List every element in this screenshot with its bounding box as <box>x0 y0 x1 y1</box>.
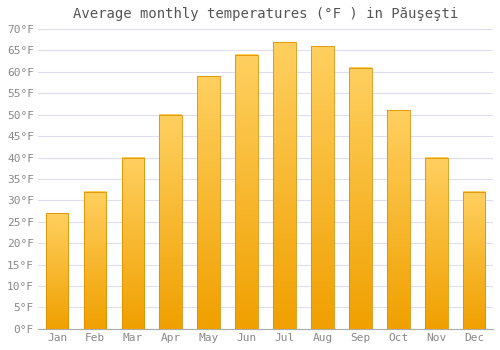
Bar <box>236 55 258 329</box>
Bar <box>122 158 144 329</box>
Bar <box>311 46 334 329</box>
Bar <box>273 42 296 329</box>
Bar <box>46 213 68 329</box>
Bar <box>462 192 485 329</box>
Bar <box>349 68 372 329</box>
Bar <box>425 158 448 329</box>
Bar <box>84 192 106 329</box>
Bar <box>160 115 182 329</box>
Title: Average monthly temperatures (°F ) in Păuşeşti: Average monthly temperatures (°F ) in Pă… <box>73 7 458 21</box>
Bar <box>387 111 409 329</box>
Bar <box>198 76 220 329</box>
